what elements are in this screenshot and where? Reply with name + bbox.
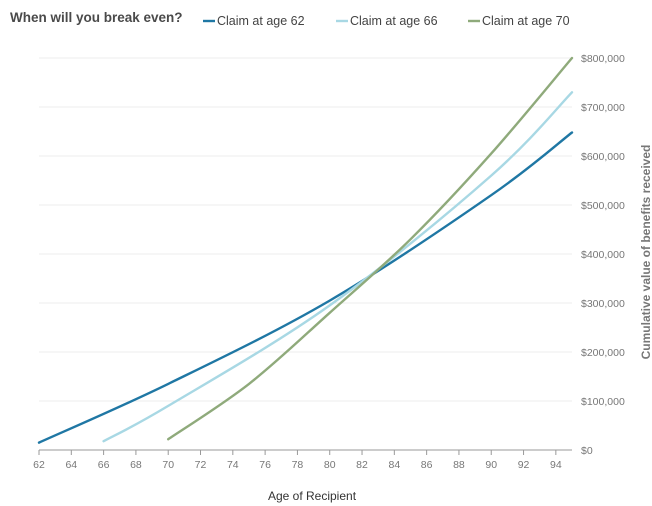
- x-tick-label: 66: [98, 459, 110, 471]
- x-tick-label: 92: [518, 459, 530, 471]
- x-tick-label: 94: [550, 459, 562, 471]
- x-tick-label: 86: [421, 459, 433, 471]
- x-tick-label: 80: [324, 459, 336, 471]
- x-tick-label: 84: [388, 459, 400, 471]
- y-tick-label: $100,000: [581, 396, 625, 408]
- x-tick-label: 68: [130, 459, 142, 471]
- y-tick-label: $500,000: [581, 200, 625, 212]
- chart-axes: $0 $100,000 $200,000 $300,000 $400,000 $500,0…: [33, 53, 625, 471]
- chart-series: [37, 56, 574, 444]
- x-tick-label: 88: [453, 459, 465, 471]
- y-tick-label: $300,000: [581, 298, 625, 310]
- series-line-3: [167, 56, 574, 441]
- series-line-2: [102, 91, 574, 443]
- chart-legend: Claim at age 62 Claim at age 66 Claim at a…: [203, 14, 570, 28]
- series-line-1: [37, 131, 574, 444]
- y-axis-title: Cumulative value of benefits received: [639, 145, 652, 360]
- x-tick-label: 78: [292, 459, 304, 471]
- x-tick-label: 74: [227, 459, 239, 471]
- x-tick-label: 72: [195, 459, 207, 471]
- y-tick-label: $0: [581, 445, 593, 457]
- chart-grid: [39, 57, 572, 402]
- y-tick-label: $600,000: [581, 151, 625, 163]
- x-tick-label: 64: [65, 459, 77, 471]
- legend-label: Claim at age 62: [217, 14, 305, 28]
- x-axis-title: Age of Recipient: [268, 489, 357, 503]
- y-tick-label: $800,000: [581, 53, 625, 65]
- y-tick-label: $200,000: [581, 347, 625, 359]
- legend-label: Claim at age 70: [482, 14, 570, 28]
- x-tick-label: 82: [356, 459, 368, 471]
- legend-label: Claim at age 66: [350, 14, 438, 28]
- chart-title: When will you break even?: [10, 10, 183, 25]
- y-tick-label: $400,000: [581, 249, 625, 261]
- x-tick-label: 70: [162, 459, 174, 471]
- x-tick-label: 90: [485, 459, 497, 471]
- y-tick-label: $700,000: [581, 102, 625, 114]
- x-tick-label: 76: [259, 459, 271, 471]
- x-tick-label: 62: [33, 459, 45, 471]
